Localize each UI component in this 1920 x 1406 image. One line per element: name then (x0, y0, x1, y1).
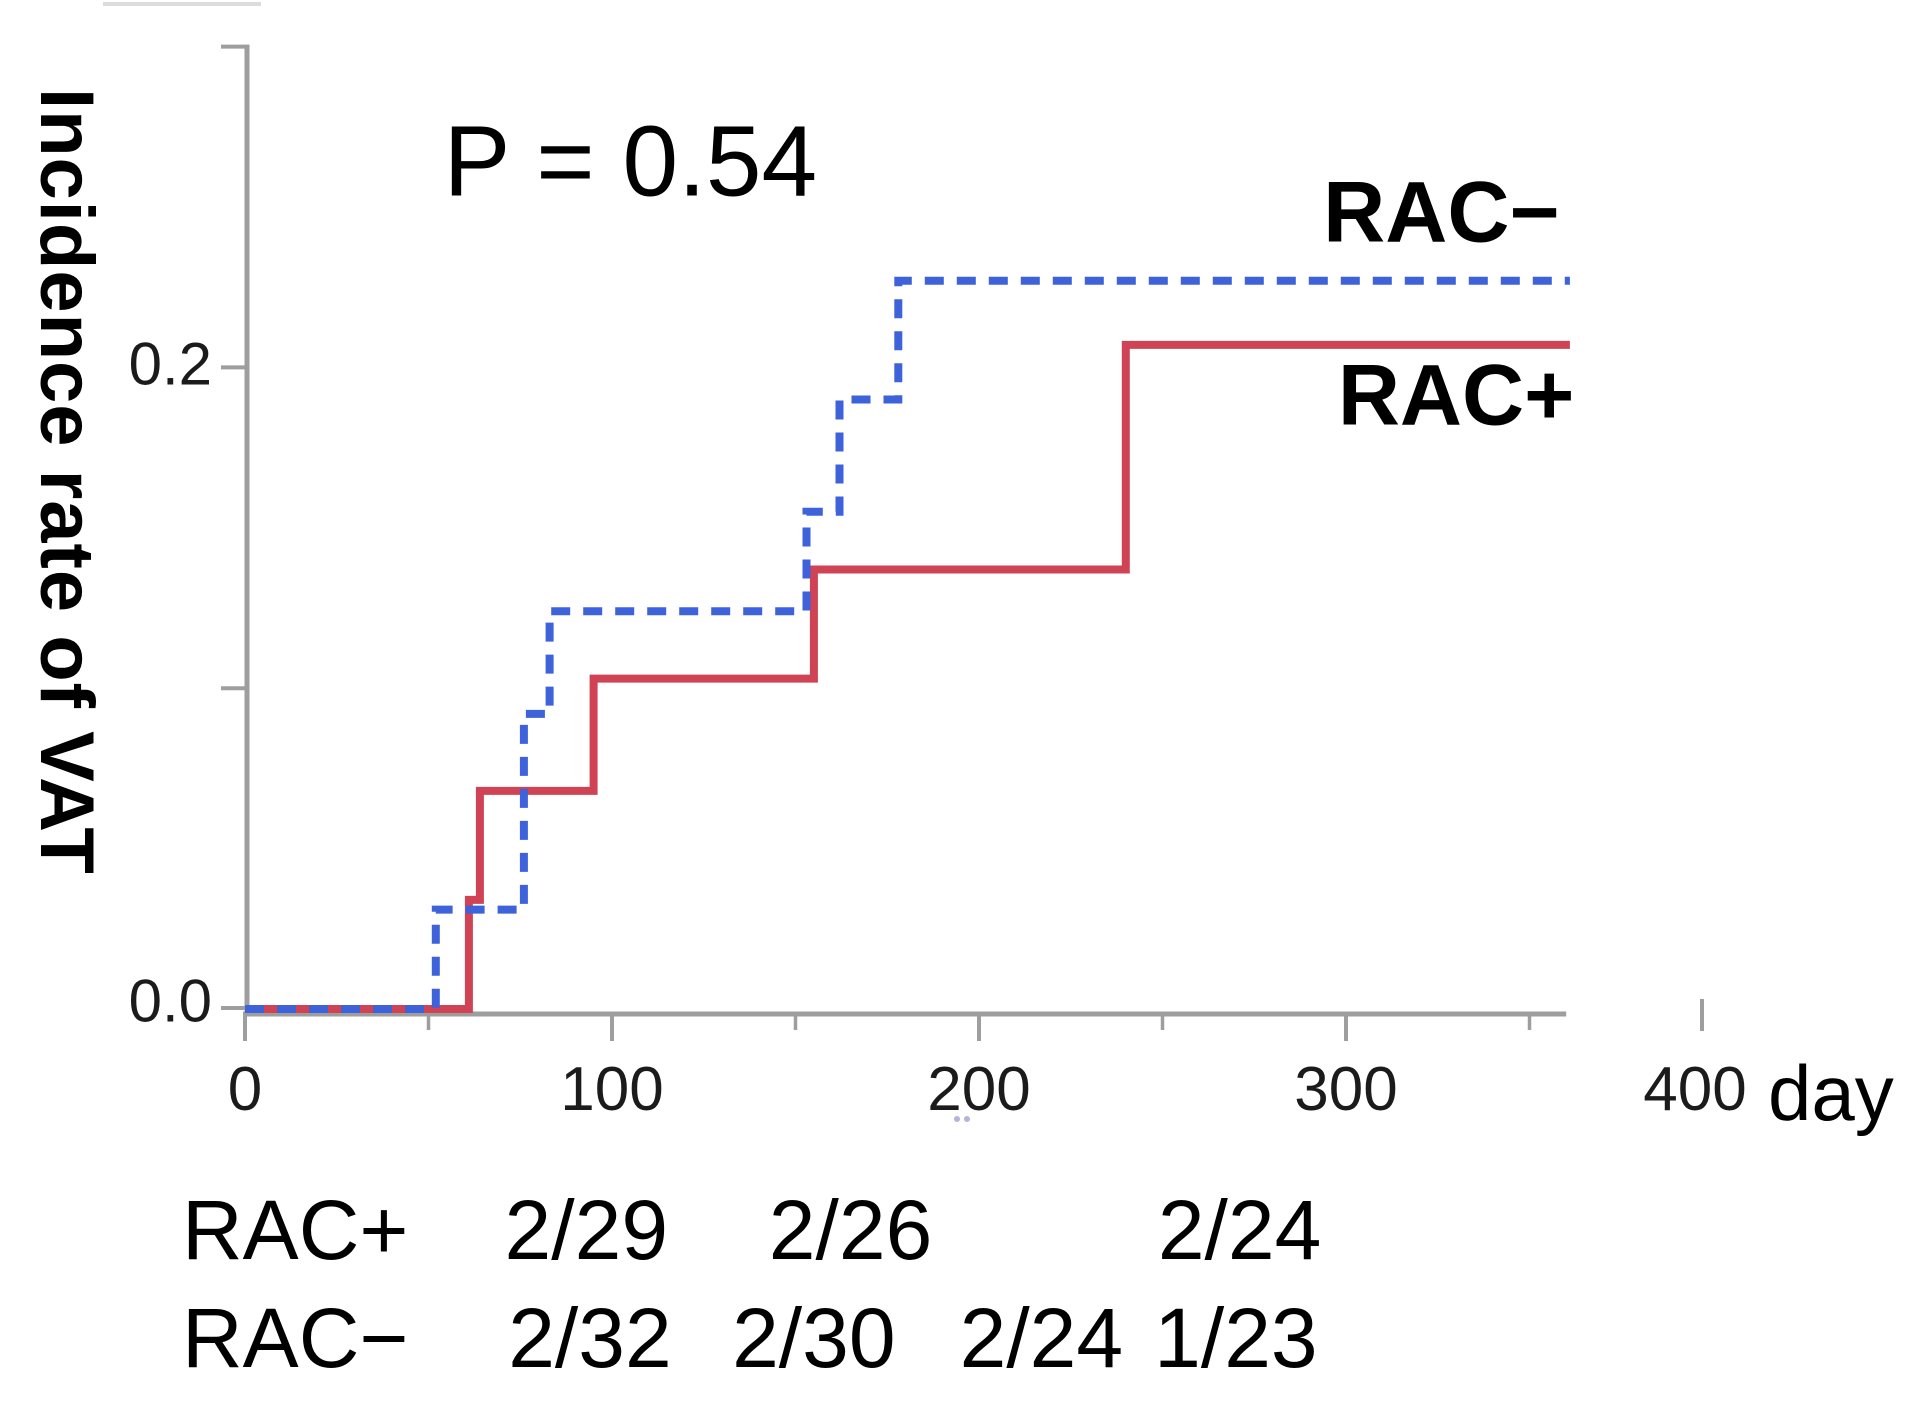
compression-artifact-dot (954, 1116, 960, 1122)
risk-table-value: 2/32 (508, 1291, 672, 1385)
x-tick-label: 0 (227, 1055, 263, 1124)
x-tick-label: 100 (560, 1055, 664, 1124)
series-label-rac-plus: RAC+ (1337, 347, 1575, 444)
y-tick-label: 0.0 (128, 967, 212, 1035)
risk-table-row-label: RAC− (182, 1291, 409, 1385)
series-label-rac-minus: RAC− (1323, 164, 1560, 261)
x-axis-unit-label: day (1768, 1049, 1894, 1137)
compression-artifact-dot (964, 1116, 970, 1122)
risk-table-row: RAC− 2/32 2/30 2/24 1/23 (0, 1290, 1920, 1385)
risk-table-row: RAC+ 2/29 2/26 2/24 (0, 1182, 1920, 1277)
curve-rac-plus (245, 340, 1570, 1013)
risk-table-value: 2/24 (1157, 1183, 1322, 1277)
risk-table-value: 2/24 (959, 1291, 1124, 1385)
risk-table-value: 1/23 (1154, 1291, 1318, 1385)
p-value-annotation: P = 0.54 (443, 105, 818, 218)
risk-table-value: 2/29 (504, 1183, 669, 1277)
y-tick-label: 0.2 (128, 331, 212, 399)
x-tick-label: 200 (927, 1055, 1031, 1124)
x-tick-label-detached: 400 (1643, 1055, 1747, 1124)
curve-rac-minus (245, 276, 1570, 1013)
y-axis-title: Incidence rate of VAT (24, 88, 109, 875)
risk-table-row-label: RAC+ (182, 1183, 409, 1277)
risk-table-value: 2/30 (732, 1291, 896, 1385)
risk-table-value: 2/26 (768, 1183, 933, 1277)
x-tick-label: 300 (1294, 1055, 1398, 1124)
